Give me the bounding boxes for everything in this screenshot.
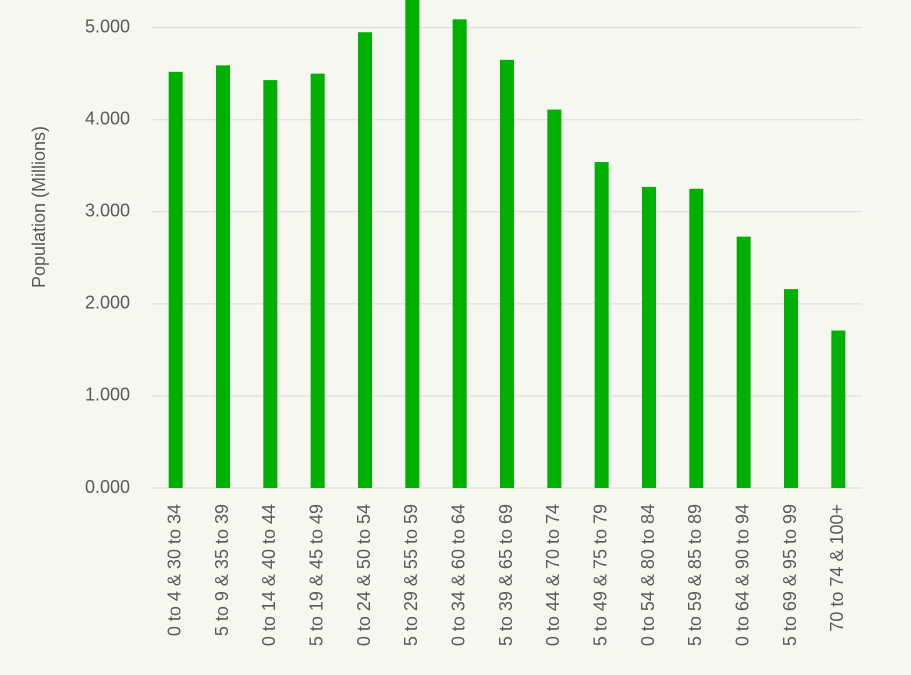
y-tick-label: 0.000 xyxy=(85,477,130,497)
x-tick-label: 0 to 4 & 30 to 34 xyxy=(164,504,184,636)
x-tick-label: 5 to 19 & 45 to 49 xyxy=(306,504,326,646)
x-tick-label: 0 to 44 & 70 to 74 xyxy=(543,504,563,646)
x-tick-label: 5 to 9 & 35 to 39 xyxy=(212,504,232,636)
bar xyxy=(594,162,609,488)
bar xyxy=(547,109,562,488)
x-tick-label: 5 to 39 & 65 to 69 xyxy=(496,504,516,646)
bar xyxy=(452,19,467,489)
bar xyxy=(689,188,704,489)
y-tick-label: 2.000 xyxy=(85,293,130,313)
bar xyxy=(500,59,514,488)
bar xyxy=(831,330,846,488)
y-tick-label: 4.000 xyxy=(85,108,130,128)
bar xyxy=(642,186,656,488)
bar xyxy=(784,289,798,488)
x-tick-label: 70 to 74 & 100+ xyxy=(827,504,847,632)
x-tick-label: 0 to 64 & 90 to 94 xyxy=(732,504,752,646)
y-axis-label: Population (Millions) xyxy=(29,126,49,288)
bar xyxy=(358,32,372,489)
x-tick-label: 0 to 14 & 40 to 44 xyxy=(259,504,279,646)
x-tick-label: 0 to 54 & 80 to 84 xyxy=(638,504,658,646)
y-tick-label: 1.000 xyxy=(85,385,130,405)
bar xyxy=(168,71,183,488)
bar xyxy=(263,80,278,489)
bar xyxy=(405,0,420,488)
x-tick-label: 5 to 49 & 75 to 79 xyxy=(590,504,610,646)
x-tick-label: 5 to 69 & 95 to 99 xyxy=(780,504,800,646)
x-tick-label: 0 to 24 & 50 to 54 xyxy=(354,504,374,646)
bar xyxy=(310,73,325,489)
x-tick-label: 5 to 29 & 55 to 59 xyxy=(401,504,421,646)
x-tick-label: 5 to 59 & 85 to 89 xyxy=(685,504,705,646)
y-tick-label: 3.000 xyxy=(85,201,130,221)
x-tick-label: 0 to 34 & 60 to 64 xyxy=(448,504,468,646)
bar xyxy=(216,65,230,488)
bar xyxy=(736,236,751,488)
y-tick-label: 5.000 xyxy=(85,16,130,36)
